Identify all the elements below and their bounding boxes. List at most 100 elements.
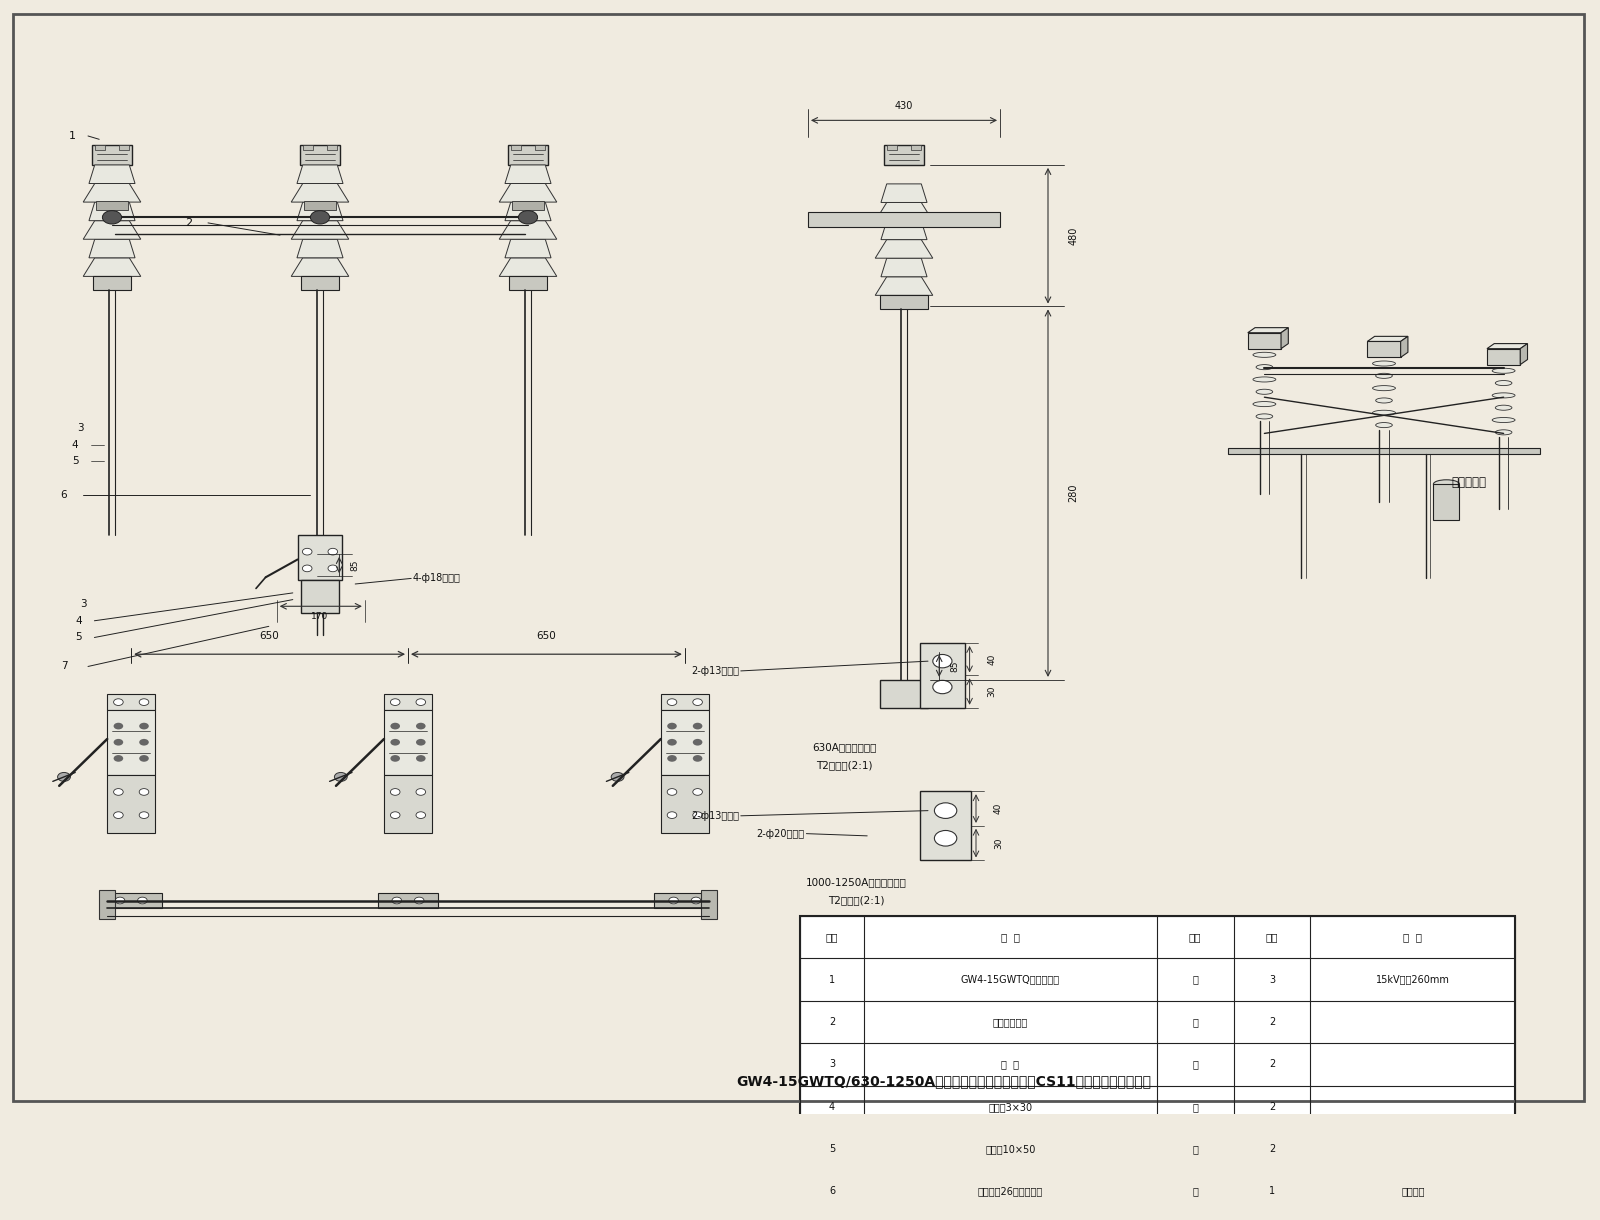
Polygon shape: [298, 165, 342, 183]
Text: 2: 2: [1269, 1102, 1275, 1111]
Bar: [661, 775, 709, 832]
Polygon shape: [90, 239, 134, 257]
Polygon shape: [83, 257, 141, 277]
Polygon shape: [499, 257, 557, 277]
Ellipse shape: [1253, 377, 1275, 382]
Bar: [384, 710, 432, 775]
Text: 30: 30: [987, 686, 997, 698]
Text: 备  注: 备 注: [1403, 932, 1422, 942]
Bar: [384, 694, 432, 710]
Circle shape: [934, 803, 957, 819]
Bar: [509, 145, 547, 165]
Bar: [96, 145, 106, 150]
Text: 430: 430: [894, 101, 914, 111]
Text: 5: 5: [829, 1144, 835, 1154]
Ellipse shape: [1373, 386, 1395, 390]
Text: 3: 3: [77, 423, 83, 433]
Circle shape: [138, 897, 147, 904]
Polygon shape: [1248, 328, 1288, 333]
Text: 6: 6: [829, 1186, 835, 1197]
Circle shape: [667, 788, 677, 795]
Circle shape: [114, 788, 123, 795]
Polygon shape: [1368, 337, 1408, 342]
Bar: [101, 893, 162, 909]
Bar: [120, 145, 128, 150]
Polygon shape: [506, 165, 550, 183]
Bar: [920, 643, 965, 708]
Circle shape: [139, 699, 149, 705]
Circle shape: [390, 811, 400, 819]
Polygon shape: [1400, 337, 1408, 357]
Text: 联接管（26水煤气管）: 联接管（26水煤气管）: [978, 1186, 1043, 1197]
Bar: [107, 694, 155, 710]
Bar: [96, 200, 128, 210]
Circle shape: [392, 897, 402, 904]
Text: 630A接线板尺寸图: 630A接线板尺寸图: [813, 742, 877, 752]
Polygon shape: [882, 221, 926, 239]
Text: 40: 40: [994, 803, 1003, 814]
Circle shape: [334, 772, 347, 781]
Text: 2: 2: [1269, 1017, 1275, 1027]
Ellipse shape: [1496, 405, 1512, 410]
Text: 5: 5: [75, 632, 82, 643]
Circle shape: [667, 722, 677, 730]
Circle shape: [693, 788, 702, 795]
Text: 单位: 单位: [1189, 932, 1202, 942]
Polygon shape: [298, 239, 342, 257]
Ellipse shape: [1496, 429, 1512, 434]
Polygon shape: [298, 203, 342, 221]
Bar: [910, 145, 920, 150]
Text: 极: 极: [1192, 975, 1198, 985]
Bar: [107, 710, 155, 775]
Text: 4-ф18安装孔: 4-ф18安装孔: [413, 573, 461, 583]
Circle shape: [114, 739, 123, 745]
Text: 40: 40: [987, 654, 997, 665]
Bar: [301, 277, 339, 290]
Circle shape: [139, 739, 149, 745]
Polygon shape: [882, 184, 926, 203]
Bar: [1248, 333, 1282, 349]
Bar: [304, 200, 336, 210]
Text: 30: 30: [994, 837, 1003, 849]
Polygon shape: [291, 221, 349, 239]
Bar: [880, 295, 928, 309]
Text: 650: 650: [536, 632, 557, 642]
Ellipse shape: [1434, 479, 1459, 488]
Circle shape: [667, 755, 677, 761]
Bar: [661, 710, 709, 775]
Bar: [661, 694, 709, 710]
Text: 6: 6: [61, 490, 67, 500]
Circle shape: [416, 755, 426, 761]
Circle shape: [416, 699, 426, 705]
Text: 5: 5: [72, 456, 78, 466]
Bar: [880, 680, 928, 708]
Ellipse shape: [1253, 353, 1275, 357]
Bar: [298, 534, 342, 580]
Text: 1000-1250A接线板尺寸图: 1000-1250A接线板尺寸图: [805, 877, 907, 888]
Bar: [301, 145, 339, 165]
Polygon shape: [90, 203, 134, 221]
Bar: [883, 145, 925, 165]
Bar: [301, 580, 339, 612]
Circle shape: [611, 772, 624, 781]
Circle shape: [114, 699, 123, 705]
Ellipse shape: [1376, 422, 1392, 428]
Circle shape: [328, 548, 338, 555]
Text: T2紫铜板(2:1): T2紫铜板(2:1): [816, 760, 874, 771]
Circle shape: [416, 739, 426, 745]
Circle shape: [139, 722, 149, 730]
Polygon shape: [499, 221, 557, 239]
Text: 170: 170: [312, 611, 328, 621]
Text: 7: 7: [61, 661, 67, 671]
Text: 85: 85: [950, 660, 960, 672]
Text: 280: 280: [1069, 484, 1078, 503]
Polygon shape: [1520, 344, 1528, 365]
Circle shape: [115, 897, 125, 904]
Text: 3: 3: [829, 1059, 835, 1070]
Text: 1: 1: [1269, 1186, 1275, 1197]
Text: 接  头: 接 头: [1002, 1059, 1019, 1070]
Circle shape: [667, 699, 677, 705]
Circle shape: [139, 755, 149, 761]
Circle shape: [390, 788, 400, 795]
Bar: [99, 891, 115, 920]
